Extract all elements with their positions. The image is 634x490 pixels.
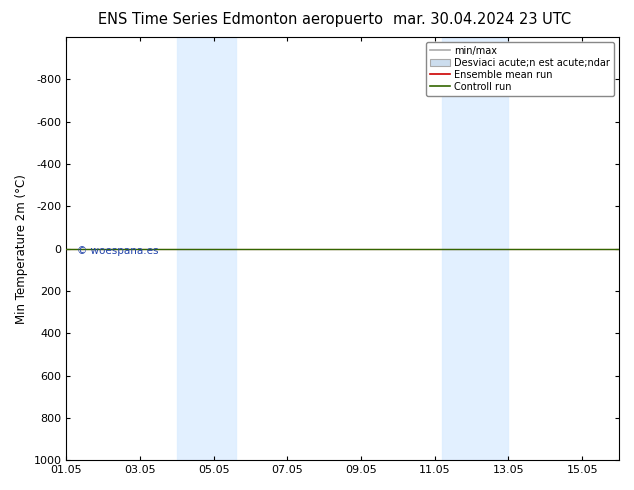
Text: © woespana.es: © woespana.es — [77, 245, 159, 256]
Legend: min/max, Desviaci acute;n est acute;ndar, Ensemble mean run, Controll run: min/max, Desviaci acute;n est acute;ndar… — [426, 42, 614, 96]
Bar — [177, 37, 236, 460]
Y-axis label: Min Temperature 2m (°C): Min Temperature 2m (°C) — [15, 173, 28, 323]
Bar — [442, 37, 508, 460]
Text: ENS Time Series Edmonton aeropuerto: ENS Time Series Edmonton aeropuerto — [98, 12, 384, 27]
Text: mar. 30.04.2024 23 UTC: mar. 30.04.2024 23 UTC — [393, 12, 571, 27]
